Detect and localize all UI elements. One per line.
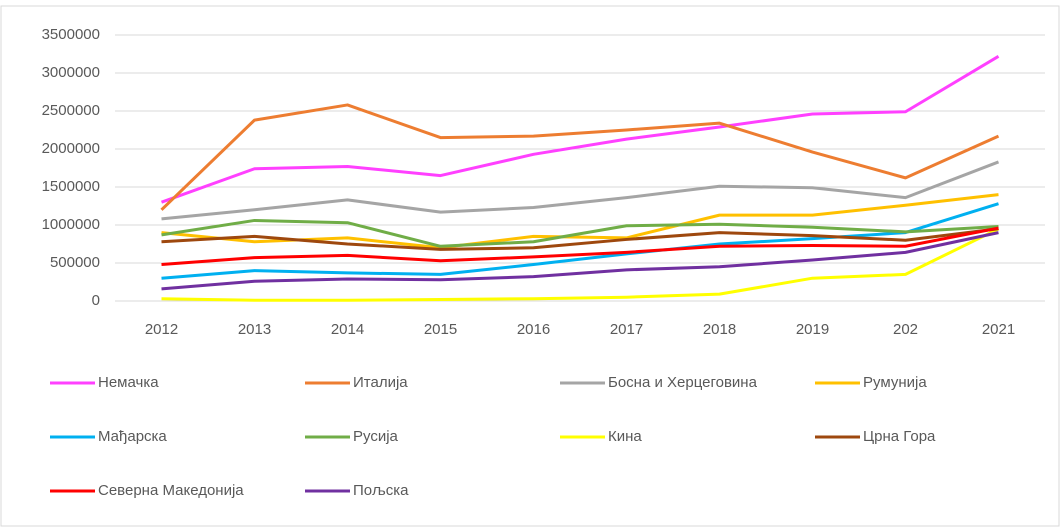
x-tick-label: 2019 xyxy=(796,321,829,338)
legend-label: Кина xyxy=(608,428,642,445)
y-tick-label: 500000 xyxy=(50,254,100,271)
y-tick-label: 1000000 xyxy=(42,216,100,233)
series-line xyxy=(161,231,999,291)
legend-label: Русија xyxy=(353,428,399,445)
x-tick-label: 2012 xyxy=(145,321,178,338)
series-line xyxy=(161,226,999,267)
legend-label: Немачка xyxy=(98,374,159,391)
x-tick-label: 2013 xyxy=(238,321,271,338)
series-line xyxy=(161,160,1000,221)
legend-label: Босна и Херцеговина xyxy=(608,374,758,391)
legend-label: Северна Македонија xyxy=(98,482,244,499)
y-tick-label: 3500000 xyxy=(42,26,100,43)
series-line xyxy=(161,202,999,280)
legend-label: Пољска xyxy=(353,482,409,499)
x-tick-label: 2015 xyxy=(424,321,457,338)
x-tick-label: 2021 xyxy=(982,321,1015,338)
y-tick-label: 1500000 xyxy=(42,178,100,195)
series-line xyxy=(161,218,999,248)
x-tick-label: 2016 xyxy=(517,321,550,338)
legend-label: Мађарска xyxy=(98,428,167,445)
series-line xyxy=(160,103,1000,211)
series-line xyxy=(160,54,1000,204)
y-tick-label: 3000000 xyxy=(42,64,100,81)
y-tick-label: 2000000 xyxy=(42,140,100,157)
y-tick-label: 2500000 xyxy=(42,102,100,119)
legend-label: Румунија xyxy=(863,374,927,391)
legend-label: Италија xyxy=(353,374,408,391)
series-line xyxy=(161,227,1000,302)
x-tick-label: 2017 xyxy=(610,321,643,338)
y-tick-label: 0 xyxy=(92,292,100,309)
x-tick-label: 2014 xyxy=(331,321,364,338)
x-tick-label: 2018 xyxy=(703,321,736,338)
series-line xyxy=(161,227,999,251)
x-tick-label: 202 xyxy=(893,321,918,338)
legend-label: Црна Гора xyxy=(863,428,936,445)
